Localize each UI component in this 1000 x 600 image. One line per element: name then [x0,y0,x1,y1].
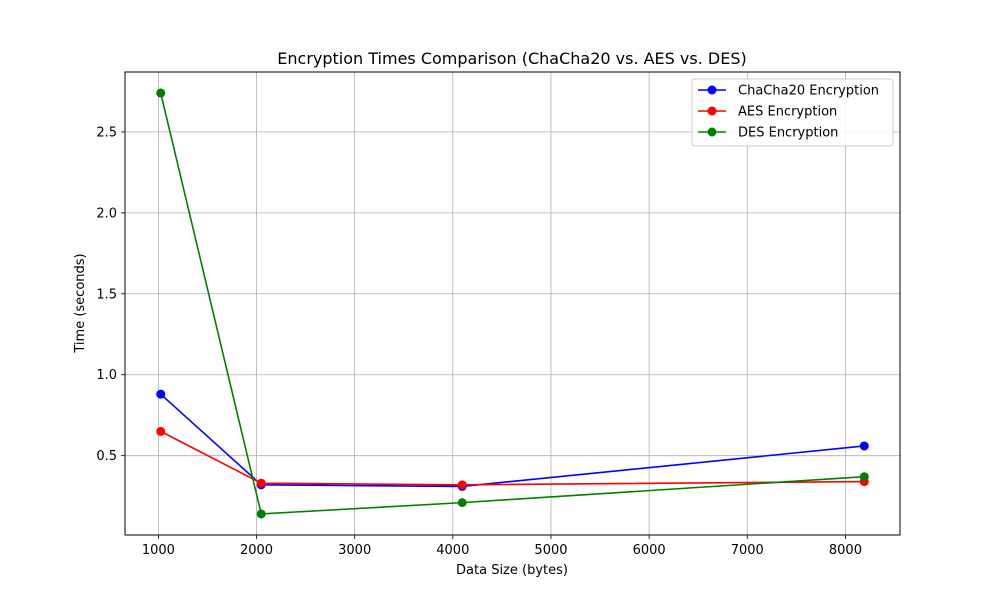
series-chacha20-encryption [156,389,869,491]
y-axis-label: Time (seconds) [73,253,88,353]
data-point [156,426,166,436]
legend-marker [707,85,717,95]
x-tick-label: 3000 [338,543,371,558]
x-tick-label: 1000 [142,543,175,558]
data-point [256,509,266,519]
series-group [156,88,869,519]
x-axis-label: Data Size (bytes) [456,563,568,578]
x-tick-label: 4000 [436,543,469,558]
series-des-encryption [156,88,869,519]
series-line [159,92,865,515]
x-tick-label: 2000 [240,543,273,558]
x-tick-label: 6000 [633,543,666,558]
series-line [160,393,865,488]
legend-marker [707,127,717,137]
plot-area [124,71,901,536]
chart-title: Encryption Times Comparison (ChaCha20 vs… [277,49,746,68]
y-tick-label: 1.5 [96,287,117,302]
y-tick-label: 1.0 [96,368,117,383]
series-line [160,430,865,486]
legend-item: ChaCha20 Encryption [698,84,879,99]
y-tick-label: 2.5 [96,125,117,140]
x-axis: 1000 2000 3000 4000 5000 6000 7000 8000 [142,535,862,558]
legend-marker [707,106,717,116]
data-point [156,389,166,399]
data-point [859,441,869,451]
legend-box [691,78,894,147]
legend-label: ChaCha20 Encryption [738,84,879,99]
legend-item: DES Encryption [698,126,838,141]
series-aes-encryption [156,426,869,490]
x-tick-label: 7000 [731,543,764,558]
y-tick-label: 2.0 [96,206,117,221]
legend-label: AES Encryption [738,105,837,120]
data-point [457,498,467,508]
y-tick-label: 0.5 [96,449,117,464]
y-axis: 0.5 1.0 1.5 2.0 2.5 [96,125,125,464]
legend-label: DES Encryption [738,126,838,141]
data-point [156,88,166,98]
data-point [256,478,266,488]
x-tick-label: 8000 [829,543,862,558]
legend: ChaCha20 Encryption AES Encryption DES Enc… [691,78,894,147]
data-point [457,480,467,490]
legend-item: AES Encryption [698,105,837,120]
data-point [859,472,869,482]
x-tick-label: 5000 [534,543,567,558]
